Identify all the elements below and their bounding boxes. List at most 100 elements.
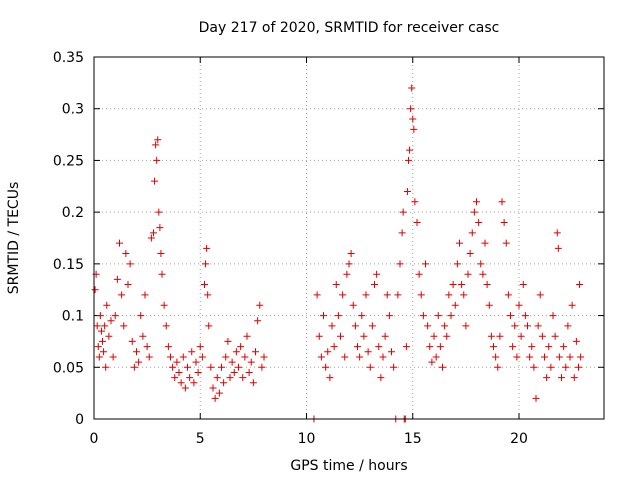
data-point — [419, 312, 427, 320]
data-point — [156, 224, 164, 232]
data-point — [317, 353, 325, 361]
data-point — [239, 374, 247, 382]
data-point — [406, 146, 414, 154]
data-point — [337, 332, 344, 340]
data-point — [213, 374, 221, 382]
data-point — [553, 229, 561, 237]
data-point — [572, 337, 580, 345]
data-point — [122, 250, 130, 258]
data-point — [245, 368, 253, 376]
data-point — [190, 379, 198, 387]
data-point — [230, 368, 238, 376]
data-point — [133, 348, 140, 356]
data-point — [413, 218, 421, 226]
data-point — [575, 363, 582, 371]
data-point — [570, 374, 578, 382]
data-point — [224, 337, 232, 345]
data-point — [403, 187, 411, 195]
y-tick-label: 0.35 — [53, 50, 84, 66]
data-point — [103, 301, 111, 309]
data-point — [558, 374, 565, 382]
data-point — [139, 332, 147, 340]
data-point — [158, 270, 166, 278]
data-point — [95, 353, 103, 361]
data-point — [494, 363, 502, 371]
y-axis-label: SRMTID / TECUs — [6, 182, 22, 295]
y-tick-label: 0 — [75, 412, 84, 428]
data-point — [475, 218, 483, 226]
data-point — [328, 322, 336, 330]
data-point — [151, 177, 159, 185]
data-point — [409, 115, 417, 123]
data-point — [453, 260, 461, 268]
data-point — [157, 250, 165, 258]
data-point — [554, 244, 562, 252]
data-point — [373, 270, 381, 278]
y-tick-label: 0.25 — [53, 153, 84, 169]
data-point — [160, 301, 168, 309]
data-point — [375, 343, 383, 351]
data-point — [97, 327, 105, 335]
data-point — [466, 250, 474, 258]
data-point — [116, 239, 123, 247]
data-point — [496, 332, 504, 340]
data-point — [524, 322, 531, 330]
data-point — [568, 301, 576, 309]
data-point — [410, 125, 418, 133]
data-point — [517, 332, 525, 340]
data-point — [320, 312, 327, 320]
data-point — [560, 343, 568, 351]
data-point — [519, 281, 527, 289]
x-axis-label: GPS time / hours — [290, 458, 407, 474]
data-point — [536, 291, 544, 299]
data-point — [473, 198, 480, 206]
data-point — [543, 374, 551, 382]
data-point — [164, 343, 172, 351]
data-point — [481, 239, 489, 247]
data-point — [411, 198, 419, 206]
data-point — [439, 363, 446, 371]
data-point — [315, 332, 323, 340]
data-point — [218, 363, 225, 371]
data-point — [381, 332, 389, 340]
data-point — [120, 322, 128, 330]
data-point — [555, 353, 563, 361]
data-point — [451, 301, 459, 309]
data-point — [521, 312, 529, 320]
data-point — [408, 84, 416, 92]
data-point — [351, 322, 359, 330]
data-point — [113, 275, 121, 283]
data-point — [207, 363, 215, 371]
data-point — [545, 343, 553, 351]
data-point — [222, 353, 230, 361]
y-tick-label: 0.3 — [62, 102, 84, 118]
data-point — [118, 291, 126, 299]
data-point — [500, 218, 508, 226]
data-point — [203, 244, 211, 252]
data-point — [566, 353, 574, 361]
data-point — [507, 312, 514, 320]
data-point — [339, 291, 347, 299]
data-point — [405, 156, 412, 164]
data-point — [249, 379, 257, 387]
data-point — [354, 343, 361, 351]
data-point — [549, 312, 557, 320]
data-point — [194, 368, 202, 376]
data-point — [228, 358, 236, 366]
y-tick-label: 0.15 — [53, 257, 84, 273]
data-point — [135, 358, 143, 366]
data-point — [186, 374, 194, 382]
data-point — [532, 394, 540, 402]
data-point — [526, 353, 534, 361]
data-point — [576, 281, 584, 289]
data-point — [109, 353, 117, 361]
data-point — [226, 374, 234, 382]
axis-ticks: 0 0.05 0.1 0.15 0.2 0.25 0.3 0.35 0 5 10 15 20 — [53, 50, 604, 447]
data-point — [477, 260, 485, 268]
data-point — [101, 322, 109, 330]
data-point — [341, 353, 349, 361]
data-point — [334, 312, 342, 320]
data-point — [385, 312, 393, 320]
data-point — [428, 358, 436, 366]
data-point — [541, 353, 548, 361]
